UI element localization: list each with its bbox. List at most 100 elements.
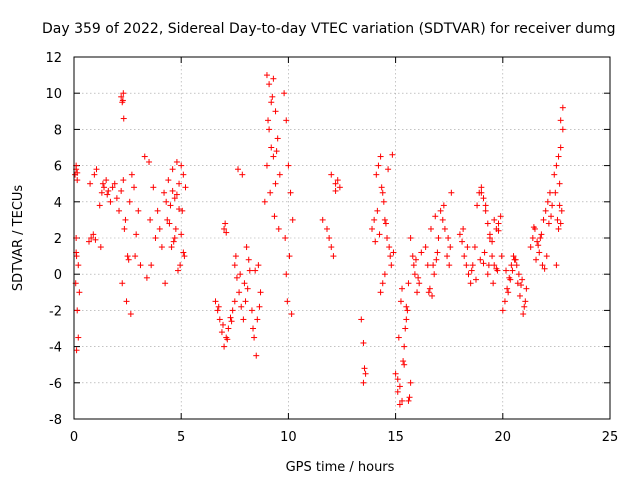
- data-point: [176, 180, 183, 187]
- data-point: [440, 202, 447, 209]
- data-point: [221, 225, 228, 232]
- data-point: [401, 361, 408, 368]
- data-point: [486, 231, 493, 238]
- data-point: [402, 325, 409, 332]
- data-point: [519, 276, 526, 283]
- data-point: [165, 177, 172, 184]
- x-tick-label: 20: [495, 430, 512, 445]
- data-point: [218, 329, 225, 336]
- data-point: [480, 260, 487, 267]
- data-point: [235, 166, 242, 173]
- data-point: [484, 220, 491, 227]
- data-point: [515, 271, 522, 278]
- data-point: [176, 206, 183, 213]
- data-point: [148, 262, 155, 269]
- y-tick-label: 8: [54, 123, 62, 138]
- data-point: [178, 231, 185, 238]
- data-point: [227, 314, 234, 321]
- data-point: [382, 220, 389, 227]
- data-point: [425, 289, 432, 296]
- data-point: [109, 184, 116, 191]
- data-point: [101, 184, 108, 191]
- data-point: [460, 225, 467, 232]
- data-point: [161, 189, 168, 196]
- data-point: [415, 274, 422, 281]
- data-point: [91, 171, 98, 178]
- data-point: [263, 162, 270, 169]
- data-point: [556, 180, 563, 187]
- data-point: [180, 171, 187, 178]
- data-point: [384, 235, 391, 241]
- data-point: [551, 171, 558, 178]
- data-point: [285, 162, 292, 169]
- data-point: [533, 256, 540, 263]
- data-point: [154, 207, 161, 214]
- data-point: [228, 318, 235, 325]
- data-point: [269, 93, 276, 100]
- data-point: [141, 153, 148, 160]
- data-point: [501, 298, 508, 305]
- data-point: [169, 187, 176, 194]
- data-point: [394, 388, 401, 395]
- data-point: [273, 148, 280, 155]
- data-point: [543, 253, 550, 260]
- data-point: [410, 262, 417, 269]
- data-point: [132, 253, 139, 260]
- data-point: [245, 256, 252, 263]
- data-point: [546, 189, 553, 196]
- data-point: [507, 276, 514, 283]
- data-point: [397, 298, 404, 305]
- data-point: [180, 249, 187, 256]
- data-point: [540, 216, 547, 223]
- data-point: [86, 238, 93, 245]
- data-point: [275, 225, 282, 232]
- data-point: [401, 343, 408, 350]
- data-point: [73, 253, 80, 260]
- data-point: [287, 189, 294, 196]
- data-point: [272, 180, 279, 187]
- data-point: [542, 207, 549, 214]
- data-point: [463, 262, 470, 269]
- data-point: [360, 339, 367, 346]
- data-point: [434, 249, 441, 256]
- data-point: [163, 198, 170, 205]
- data-point: [491, 216, 498, 223]
- data-point: [461, 253, 468, 260]
- data-point: [406, 394, 413, 401]
- data-point: [503, 267, 510, 274]
- data-point: [491, 262, 498, 269]
- data-point: [508, 262, 515, 269]
- data-point: [244, 285, 251, 292]
- data-point: [87, 180, 94, 187]
- data-point: [92, 236, 99, 243]
- data-point: [430, 262, 437, 269]
- data-point: [431, 271, 438, 278]
- data-point: [173, 191, 180, 198]
- data-point: [116, 207, 123, 214]
- data-point: [231, 262, 238, 269]
- data-point: [168, 244, 175, 251]
- data-point: [405, 280, 412, 287]
- data-point: [120, 115, 127, 122]
- data-point: [446, 262, 453, 269]
- data-point: [241, 280, 248, 287]
- data-point: [377, 153, 384, 160]
- data-point: [147, 216, 154, 223]
- data-point: [284, 298, 291, 305]
- data-point: [388, 262, 395, 269]
- data-point: [385, 166, 392, 173]
- data-point: [173, 158, 180, 165]
- data-point: [477, 256, 484, 263]
- data-point: [548, 213, 555, 220]
- y-tick-label: -4: [49, 341, 62, 356]
- data-point: [124, 253, 131, 260]
- y-tick-label: 10: [45, 87, 62, 102]
- data-point: [379, 189, 386, 196]
- y-tick-label: 0: [54, 268, 62, 283]
- data-point: [426, 285, 433, 292]
- data-point: [150, 184, 157, 191]
- data-point: [418, 249, 425, 256]
- data-point: [103, 177, 110, 184]
- data-point: [240, 316, 247, 323]
- data-point: [283, 271, 290, 278]
